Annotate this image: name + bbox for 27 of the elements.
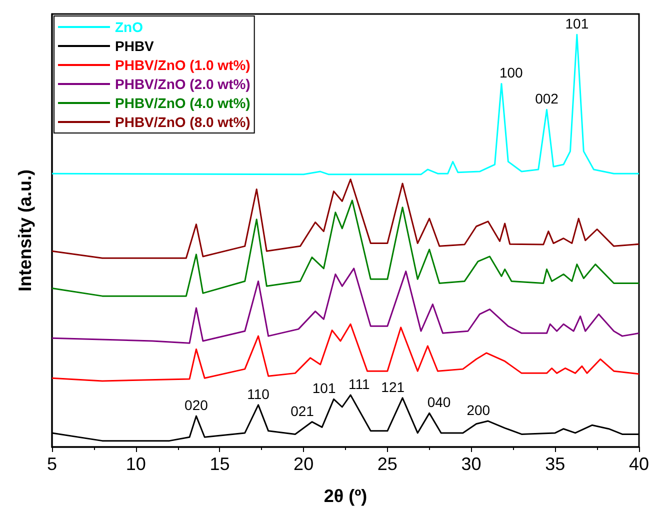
legend-label: PHBV/ZnO (1.0 wt%) [115, 57, 250, 73]
annotation: 002 [535, 90, 559, 107]
annotation: 111 [348, 376, 370, 392]
annotation: 020 [184, 397, 208, 414]
x-tick-label: 35 [545, 454, 566, 474]
annotation: 110 [247, 386, 270, 402]
annotation: 021 [290, 402, 314, 419]
annotation: 101 [565, 16, 589, 32]
x-tick-label: 20 [294, 454, 314, 474]
legend-label: PHBV/ZnO (2.0 wt%) [115, 76, 250, 92]
legend-label: PHBV [115, 38, 155, 54]
annotation: 100 [499, 64, 524, 81]
legend-label: ZnO [115, 19, 144, 35]
x-tick-label: 40 [628, 454, 650, 474]
legend-label: PHBV/ZnO (4.0 wt%) [115, 95, 250, 111]
annotation: 200 [466, 402, 490, 418]
x-tick-label: 15 [210, 454, 230, 474]
x-axis-title: 2θ (º) [324, 486, 368, 506]
annotation: 040 [427, 394, 451, 410]
x-tick-label: 30 [461, 454, 482, 474]
y-axis-title: Intensity (a.u.) [15, 169, 35, 292]
x-tick-label: 25 [377, 454, 398, 474]
annotation: 121 [381, 378, 405, 395]
legend-label: PHBV/ZnO (8.0 wt%) [115, 114, 250, 130]
x-tick-label: 5 [46, 454, 58, 474]
x-tick-label: 10 [126, 454, 146, 474]
annotation: 101 [312, 380, 336, 396]
